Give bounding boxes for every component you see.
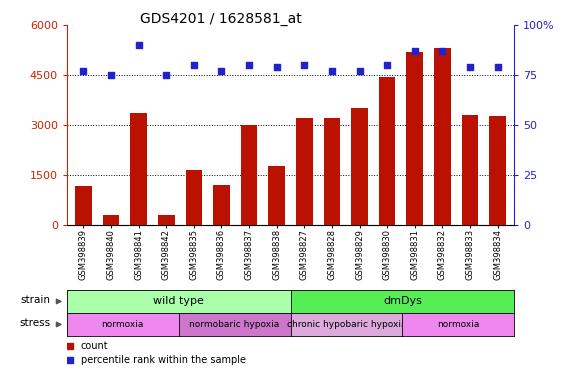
Point: [465, 64, 475, 70]
Bar: [75, 186, 92, 225]
Bar: [185, 170, 202, 225]
Bar: [241, 125, 257, 225]
Point: [327, 68, 336, 74]
Bar: [296, 118, 313, 225]
Bar: [268, 166, 285, 225]
Point: [437, 48, 447, 54]
Bar: [379, 76, 396, 225]
Bar: [489, 116, 506, 225]
Text: normobaric hypoxia: normobaric hypoxia: [189, 320, 279, 329]
Point: [79, 68, 88, 74]
Text: chronic hypobaric hypoxia: chronic hypobaric hypoxia: [286, 320, 406, 329]
Text: normoxia: normoxia: [102, 320, 144, 329]
Bar: [352, 108, 368, 225]
Point: [493, 64, 502, 70]
Point: [245, 62, 254, 68]
Point: [272, 64, 281, 70]
Point: [382, 62, 392, 68]
Text: stress: stress: [20, 318, 51, 328]
Point: [355, 68, 364, 74]
Point: [217, 68, 226, 74]
Text: normoxia: normoxia: [437, 320, 479, 329]
Bar: [434, 48, 451, 225]
Text: strain: strain: [20, 295, 50, 305]
Text: count: count: [81, 341, 109, 351]
Text: dmDys: dmDys: [383, 296, 422, 306]
Bar: [158, 215, 174, 225]
Text: wild type: wild type: [153, 296, 204, 306]
Point: [162, 72, 171, 78]
Bar: [103, 215, 119, 225]
Bar: [462, 115, 478, 225]
Bar: [130, 113, 147, 225]
Bar: [407, 51, 423, 225]
Point: [106, 72, 116, 78]
Bar: [213, 185, 229, 225]
Text: percentile rank within the sample: percentile rank within the sample: [81, 355, 246, 365]
Point: [410, 48, 419, 54]
Point: [300, 62, 309, 68]
Text: GDS4201 / 1628581_at: GDS4201 / 1628581_at: [140, 12, 302, 25]
Point: [134, 42, 144, 48]
Bar: [324, 118, 340, 225]
Point: [189, 62, 199, 68]
